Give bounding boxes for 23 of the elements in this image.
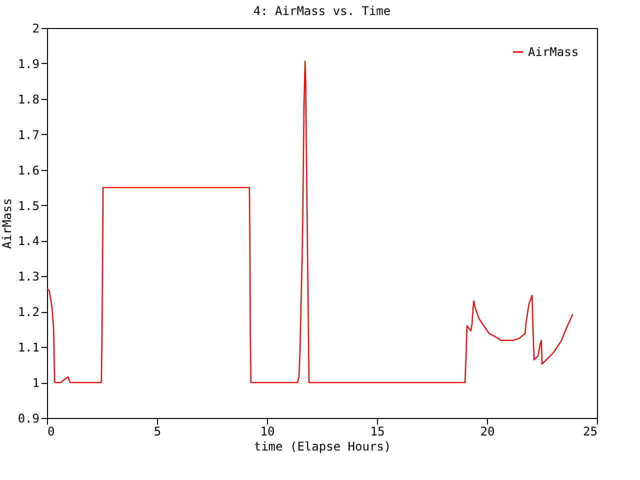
y-tick-label: 1.3 xyxy=(18,270,40,284)
x-axis-title: time (Elapse Hours) xyxy=(254,440,392,454)
y-tick-label: 1.4 xyxy=(18,234,40,248)
y-tick-label: 1.6 xyxy=(18,163,40,178)
x-tick-label: 25 xyxy=(583,424,598,438)
y-axis-title: AirMass xyxy=(0,198,14,249)
y-tick-label: 1.5 xyxy=(18,198,40,213)
y-tick-label: 2 xyxy=(32,22,40,36)
x-tick-label: 0 xyxy=(48,424,55,438)
y-tick-label: 0.9 xyxy=(18,412,40,426)
x-tick-label: 20 xyxy=(480,424,495,438)
x-tick-label: 10 xyxy=(260,424,275,438)
y-tick-label: 1 xyxy=(32,376,40,390)
line-series xyxy=(46,60,574,384)
y-tick-label: 1.1 xyxy=(18,340,40,355)
y-tick-label: 1.9 xyxy=(18,56,40,71)
legend-label: AirMass xyxy=(528,45,579,59)
y-tick-label: 1.2 xyxy=(18,305,40,320)
y-tick-label: 1.7 xyxy=(18,128,40,142)
chart-title: 4: AirMass vs. Time xyxy=(253,4,391,18)
x-tick-label: 15 xyxy=(370,424,385,438)
y-tick-label: 1.8 xyxy=(18,92,40,106)
x-tick-label: 5 xyxy=(154,424,162,438)
